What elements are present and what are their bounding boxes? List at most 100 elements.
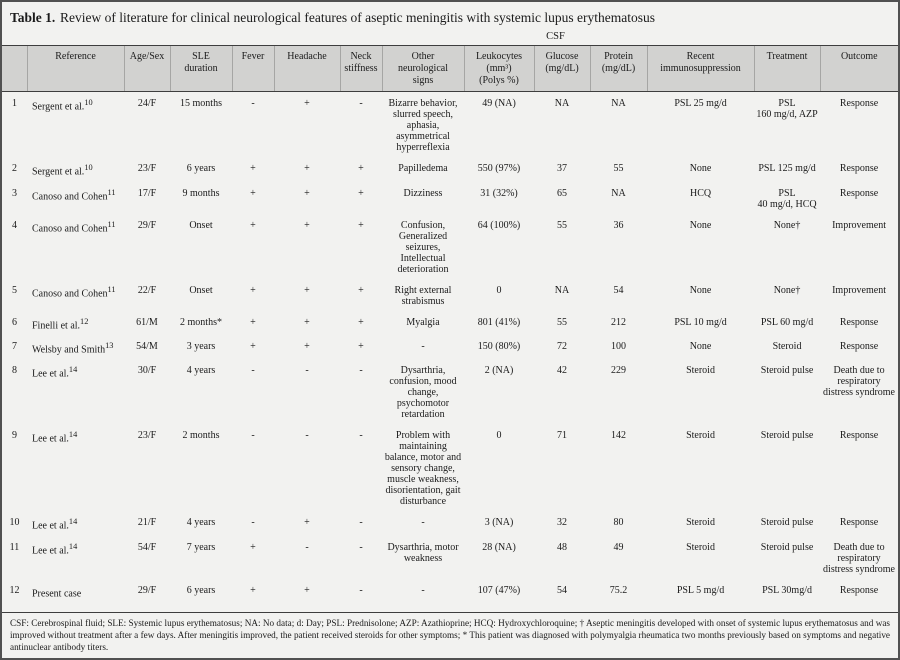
cell-neck-stiffness: - (359, 517, 363, 529)
cell-other-neurological-signs: - (421, 340, 425, 352)
cell-fever: - (251, 365, 255, 377)
cell-fever: + (250, 340, 256, 352)
reference-name: Canoso and Cohen (32, 222, 108, 234)
cell-sle-duration: 3 years (186, 340, 216, 352)
reference-citation-number: 13 (105, 340, 114, 350)
cell-leukocytes: 801 (41%) (477, 316, 521, 328)
reference-name: Lee et al. (32, 368, 69, 380)
cell-reference: Sergent et al.10 (27, 157, 124, 181)
cell-reference: Welsby and Smith13 (27, 335, 124, 359)
reference-citation-number: 10 (84, 163, 93, 173)
reference-citation-number: 14 (68, 541, 78, 551)
cell-treatment: Steroid (772, 340, 802, 352)
cell-row-number: 4 (12, 219, 17, 231)
cell-row-number: 5 (12, 284, 17, 296)
cell-headache: + (304, 517, 310, 529)
cell-glucose: 42 (557, 365, 567, 377)
cell-outcome: Improvement (832, 284, 886, 296)
cell-outcome: Response (839, 517, 879, 529)
cell-glucose: 72 (557, 340, 567, 352)
cell-protein: 212 (611, 316, 627, 328)
cell-glucose: 55 (557, 219, 567, 231)
reference-citation-number: 14 (68, 365, 78, 375)
column-header-reference: Reference (26, 45, 124, 93)
cell-protein: 36 (613, 219, 624, 231)
cell-treatment: Steroid pulse (760, 430, 814, 442)
table-title-text: Review of literature for clinical neurol… (60, 10, 655, 25)
cell-neck-stiffness: + (358, 340, 364, 352)
cell-recent-immunosuppression: None (689, 340, 712, 352)
cell-reference: Lee et al.14 (27, 359, 124, 424)
cell-headache: + (304, 163, 310, 175)
cell-recent-immunosuppression: Steroid (686, 365, 715, 377)
cell-leukocytes: 0 (496, 430, 502, 442)
reference-citation-number: 10 (84, 98, 93, 108)
cell-outcome: Response (839, 163, 879, 175)
cell-leukocytes: 0 (496, 284, 502, 296)
cell-sle-duration: 6 years (186, 163, 216, 175)
column-header-row: Reference Age/Sex SLE duration Fever Hea… (2, 45, 898, 93)
cell-recent-immunosuppression: PSL 10 mg/d (674, 316, 727, 328)
cell-reference: Canoso and Cohen11 (27, 182, 124, 214)
cell-reference: Canoso and Cohen11 (27, 279, 124, 311)
column-header-other-neurological-signs: Other neurological signs (381, 45, 464, 93)
column-header-outcome: Outcome (819, 45, 898, 93)
reference-name: Sergent et al. (32, 166, 85, 178)
table-row: 8 Lee et al.14 30/F 4 years - - - Dysart… (2, 359, 898, 424)
cell-treatment: PSL 40 mg/d, HCQ (757, 187, 817, 210)
cell-recent-immunosuppression: HCQ (689, 187, 712, 199)
cell-outcome: Death due to respiratory distress syndro… (823, 541, 895, 575)
cell-glucose: 37 (557, 163, 567, 175)
cell-treatment: Steroid pulse (760, 365, 814, 377)
cell-protein: 49 (613, 541, 624, 553)
cell-other-neurological-signs: Bizarre behavior, slurred speech, aphasi… (388, 98, 458, 154)
cell-sle-duration: 4 years (186, 365, 216, 377)
cell-other-neurological-signs: Dysarthria, confusion, mood change, psyc… (389, 365, 457, 421)
cell-other-neurological-signs: Problem with maintaining balance, motor … (384, 430, 462, 508)
column-header-glucose: Glucose (mg/dL) (533, 45, 590, 93)
cell-treatment: PSL 160 mg/d, AZP (756, 98, 818, 121)
column-header-treatment: Treatment (753, 45, 821, 93)
column-header-leukocytes: Leukocytes (mm³) (Polys %) (463, 45, 534, 93)
cell-neck-stiffness: + (358, 284, 364, 296)
cell-neck-stiffness: - (359, 584, 363, 596)
reference-name: Canoso and Cohen (32, 287, 108, 299)
cell-recent-immunosuppression: None (689, 219, 712, 231)
cell-headache: + (304, 98, 310, 110)
cell-row-number: 8 (12, 365, 17, 377)
cell-fever: + (250, 316, 256, 328)
cell-recent-immunosuppression: None (689, 163, 712, 175)
cell-recent-immunosuppression: PSL 5 mg/d (676, 584, 725, 596)
column-header-neck-stiffness: Neck stiffness (339, 45, 382, 93)
cell-protein: 142 (611, 430, 627, 442)
table-row: 2 Sergent et al.10 23/F 6 years + + + Pa… (2, 157, 898, 181)
cell-headache: + (304, 340, 310, 352)
cell-sle-duration: 6 years (186, 584, 216, 596)
cell-fever: + (250, 541, 256, 553)
cell-reference: Finelli et al.12 (27, 311, 124, 335)
cell-other-neurological-signs: Dizziness (403, 187, 443, 199)
cell-headache: - (305, 365, 309, 377)
csf-group-header: CSF (546, 31, 565, 43)
cell-sle-duration: Onset (189, 219, 213, 231)
table-row: 12 Present case 29/F 6 years + + - - 107… (2, 579, 898, 603)
cell-outcome: Response (839, 584, 879, 596)
cell-glucose: 65 (557, 187, 567, 199)
cell-reference: Present case (27, 579, 124, 603)
cell-neck-stiffness: - (359, 365, 363, 377)
cell-age-sex: 30/F (137, 365, 157, 377)
table-row: 3 Canoso and Cohen11 17/F 9 months + + +… (2, 182, 898, 214)
cell-neck-stiffness: - (359, 541, 363, 553)
cell-age-sex: 23/F (137, 430, 157, 442)
cell-treatment: Steroid pulse (760, 517, 814, 529)
reference-citation-number: 14 (68, 517, 78, 527)
table-body: 1 Sergent et al.10 24/F 15 months - + - … (2, 92, 898, 603)
cell-protein: 100 (611, 340, 627, 352)
cell-recent-immunosuppression: Steroid (686, 541, 715, 553)
cell-row-number: 1 (12, 98, 17, 110)
cell-glucose: NA (554, 284, 570, 296)
table-row: 7 Welsby and Smith13 54/M 3 years + + + … (2, 335, 898, 359)
cell-leukocytes: 49 (NA) (482, 98, 516, 110)
cell-leukocytes: 150 (80%) (477, 340, 521, 352)
